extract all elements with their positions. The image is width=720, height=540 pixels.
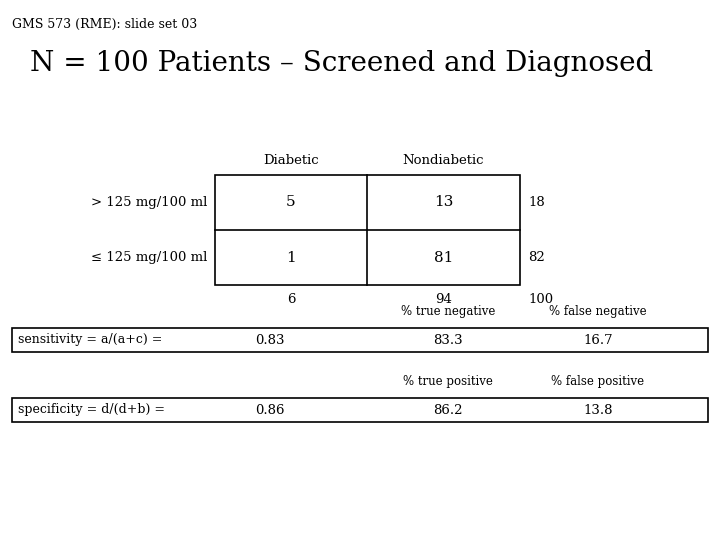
Text: GMS 573 (RME): slide set 03: GMS 573 (RME): slide set 03 (12, 18, 197, 31)
Text: 5: 5 (286, 195, 296, 210)
Text: 13: 13 (434, 195, 453, 210)
Text: 86.2: 86.2 (433, 403, 463, 416)
Text: > 125 mg/100 ml: > 125 mg/100 ml (91, 196, 207, 209)
Text: % true positive: % true positive (403, 375, 493, 388)
Bar (12, 328, 708, 352)
Text: 83.3: 83.3 (433, 334, 463, 347)
Text: 82: 82 (528, 251, 545, 264)
Text: N = 100 Patients – Screened and Diagnosed: N = 100 Patients – Screened and Diagnose… (30, 50, 653, 77)
Text: 18: 18 (528, 196, 545, 209)
Text: % true negative: % true negative (401, 305, 495, 318)
Text: 100: 100 (528, 293, 553, 306)
Text: % false negative: % false negative (549, 305, 647, 318)
Text: 94: 94 (435, 293, 452, 306)
Text: 81: 81 (434, 251, 453, 265)
Text: 6: 6 (287, 293, 295, 306)
Text: 1: 1 (286, 251, 296, 265)
Text: 13.8: 13.8 (583, 403, 613, 416)
Text: % false positive: % false positive (552, 375, 644, 388)
Text: 16.7: 16.7 (583, 334, 613, 347)
Text: 0.86: 0.86 (256, 403, 284, 416)
Text: Diabetic: Diabetic (264, 154, 319, 167)
Bar (12, 398, 708, 422)
Text: specificity = d/(d+b) =: specificity = d/(d+b) = (18, 403, 165, 416)
Text: ≤ 125 mg/100 ml: ≤ 125 mg/100 ml (91, 251, 207, 264)
Text: Nondiabetic: Nondiabetic (402, 154, 485, 167)
Text: sensitivity = a/(a+c) =: sensitivity = a/(a+c) = (18, 334, 163, 347)
Bar (215, 175, 520, 285)
Text: 0.83: 0.83 (256, 334, 284, 347)
